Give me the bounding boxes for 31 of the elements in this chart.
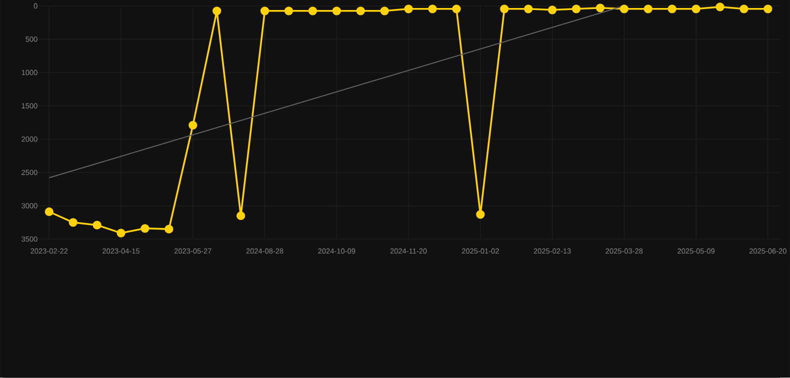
point — [500, 4, 509, 14]
point — [596, 4, 605, 12]
point — [212, 6, 222, 16]
point — [140, 224, 150, 233]
point — [356, 6, 365, 16]
point — [116, 228, 126, 238]
point — [404, 4, 413, 14]
point — [740, 4, 748, 14]
point — [644, 4, 652, 14]
point — [668, 4, 676, 14]
point — [620, 4, 628, 14]
point — [548, 6, 557, 14]
point — [476, 210, 485, 219]
point — [44, 208, 54, 216]
point — [692, 4, 700, 14]
point — [716, 2, 724, 12]
point — [452, 4, 461, 14]
point — [68, 218, 78, 227]
point — [284, 6, 294, 16]
point — [524, 4, 533, 14]
point — [236, 212, 246, 220]
point — [260, 6, 270, 16]
point — [764, 4, 772, 14]
point — [164, 224, 174, 234]
point — [308, 6, 318, 16]
point — [188, 120, 198, 130]
point — [92, 220, 102, 230]
point — [332, 6, 341, 16]
point — [380, 6, 389, 16]
point — [428, 4, 437, 14]
point — [572, 4, 581, 14]
